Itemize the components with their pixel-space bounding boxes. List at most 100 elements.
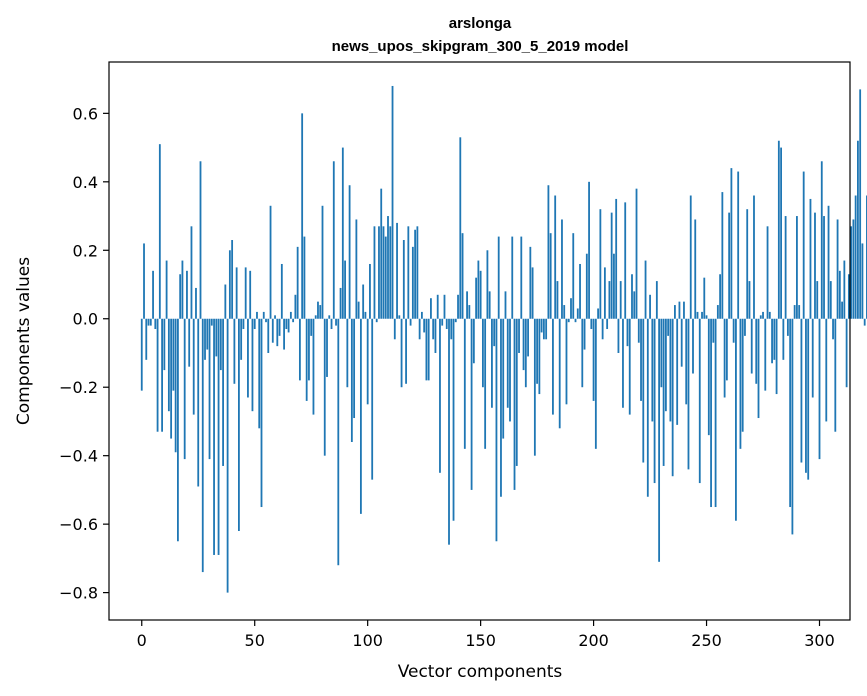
bar xyxy=(457,294,459,319)
bar xyxy=(520,236,523,319)
bar xyxy=(750,318,753,374)
bar xyxy=(179,274,182,319)
bar xyxy=(827,205,830,319)
bar xyxy=(226,318,229,593)
bar xyxy=(481,318,484,388)
bar xyxy=(339,287,342,319)
bar xyxy=(274,315,276,319)
bar xyxy=(825,318,828,422)
bar xyxy=(748,281,751,319)
bar xyxy=(384,236,387,319)
bar xyxy=(459,137,462,319)
bar xyxy=(836,219,839,319)
bar xyxy=(450,318,453,340)
bar xyxy=(240,318,243,360)
bar xyxy=(798,305,801,319)
bar xyxy=(646,318,649,497)
bar xyxy=(800,318,803,463)
bar xyxy=(651,318,654,422)
bar xyxy=(199,161,202,319)
bar xyxy=(174,318,177,453)
plot-frame xyxy=(108,61,851,621)
bar xyxy=(522,318,525,371)
y-tick-label: −0.4 xyxy=(59,447,98,466)
bar xyxy=(375,318,378,323)
bar xyxy=(359,318,362,514)
bar xyxy=(398,315,401,319)
bar xyxy=(567,318,570,323)
bar xyxy=(640,318,642,401)
bar xyxy=(732,318,735,343)
bar xyxy=(443,294,446,319)
bar xyxy=(662,318,665,466)
bar xyxy=(599,209,602,319)
bar xyxy=(771,318,773,364)
bar xyxy=(260,318,263,508)
bar xyxy=(847,274,850,319)
bar xyxy=(441,318,444,326)
bar xyxy=(296,246,299,319)
bar xyxy=(617,318,620,353)
bar xyxy=(712,318,715,343)
bar xyxy=(391,85,394,319)
bar xyxy=(744,318,746,336)
bar xyxy=(497,236,500,319)
bar xyxy=(364,311,367,319)
bar xyxy=(448,318,450,545)
bar xyxy=(606,318,609,330)
bar xyxy=(251,318,254,412)
bar xyxy=(224,284,227,319)
y-axis-ticks: −0.8 −0.6 −0.4 −0.2 0.0 0.2 0.4 0.6 xyxy=(59,104,109,603)
bar xyxy=(619,281,622,319)
bar xyxy=(714,318,717,508)
bar xyxy=(466,291,468,319)
y-tick-label: −0.2 xyxy=(59,378,98,397)
bar xyxy=(644,260,647,319)
bar xyxy=(285,318,288,330)
bar xyxy=(235,267,238,319)
bar xyxy=(409,318,412,326)
bar xyxy=(710,318,712,508)
bar xyxy=(660,318,663,388)
x-tick-label: 150 xyxy=(465,631,496,650)
bar xyxy=(217,318,220,555)
bar xyxy=(590,318,593,330)
bar xyxy=(402,240,405,319)
bar xyxy=(576,308,579,319)
bar xyxy=(283,318,285,350)
bar xyxy=(488,291,491,319)
bar xyxy=(669,318,672,422)
x-tick-label: 250 xyxy=(691,631,722,650)
bar xyxy=(393,318,396,340)
bar xyxy=(775,318,778,395)
bar xyxy=(538,318,541,395)
bar xyxy=(757,318,760,419)
bar xyxy=(208,318,211,460)
bar xyxy=(509,318,511,422)
bar xyxy=(161,318,163,432)
bar xyxy=(292,318,295,323)
bar xyxy=(436,294,439,319)
bar xyxy=(579,263,581,319)
bar xyxy=(633,291,636,319)
bar xyxy=(382,226,385,319)
bar xyxy=(719,274,722,319)
bar xyxy=(355,219,358,319)
bar xyxy=(703,277,706,319)
y-tick-label: −0.6 xyxy=(59,515,98,534)
bar xyxy=(192,318,195,415)
bar xyxy=(330,318,333,330)
bar xyxy=(145,318,148,360)
bar xyxy=(773,318,776,360)
bar xyxy=(588,181,590,319)
bar-series xyxy=(140,85,867,593)
bar xyxy=(495,318,498,542)
bar xyxy=(723,318,726,398)
bar xyxy=(190,226,193,319)
bar xyxy=(253,318,256,330)
bar xyxy=(305,318,308,401)
bar xyxy=(468,305,471,319)
bar xyxy=(565,318,568,405)
bar xyxy=(762,311,764,319)
